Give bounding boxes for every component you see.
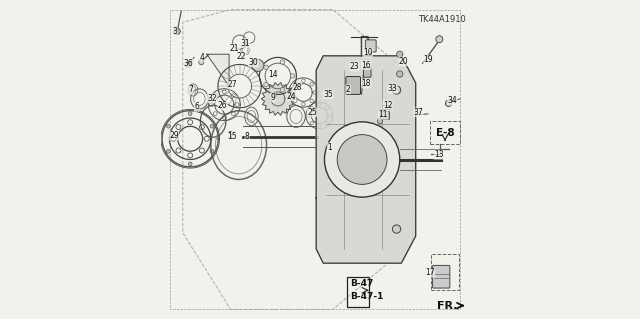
Circle shape [264, 82, 268, 87]
Circle shape [291, 74, 295, 78]
Circle shape [186, 62, 191, 68]
Circle shape [210, 124, 214, 128]
Text: TK44A1910: TK44A1910 [419, 15, 466, 24]
FancyBboxPatch shape [433, 265, 450, 288]
Text: 16: 16 [362, 61, 371, 70]
Text: 3: 3 [173, 27, 178, 36]
Text: 29: 29 [169, 131, 179, 140]
Polygon shape [261, 83, 294, 115]
FancyBboxPatch shape [364, 68, 371, 77]
Text: 30: 30 [249, 58, 259, 67]
Text: 15: 15 [227, 132, 237, 141]
Text: 13: 13 [434, 150, 444, 159]
Text: 37: 37 [413, 108, 423, 117]
Text: 10: 10 [363, 48, 372, 57]
Circle shape [337, 135, 387, 184]
Text: 21: 21 [230, 44, 239, 53]
Circle shape [392, 86, 401, 94]
Circle shape [324, 122, 400, 197]
Text: 14: 14 [268, 70, 278, 79]
Circle shape [392, 225, 401, 233]
Text: 7: 7 [188, 85, 193, 94]
Text: 20: 20 [399, 57, 408, 66]
Text: 36: 36 [184, 59, 193, 68]
FancyBboxPatch shape [346, 77, 360, 94]
Circle shape [264, 65, 268, 70]
FancyBboxPatch shape [365, 40, 376, 52]
Circle shape [378, 119, 383, 124]
Text: 33: 33 [388, 84, 397, 93]
Circle shape [199, 60, 204, 65]
Circle shape [280, 60, 285, 64]
Circle shape [174, 28, 180, 34]
Text: 25: 25 [307, 108, 317, 117]
Text: 26: 26 [218, 101, 227, 110]
Text: 8: 8 [245, 132, 250, 141]
Text: 4: 4 [200, 53, 204, 62]
Text: 9: 9 [270, 93, 275, 102]
Text: 12: 12 [383, 101, 392, 110]
Circle shape [397, 51, 403, 57]
Text: 31: 31 [240, 39, 250, 48]
Text: 5: 5 [228, 131, 232, 140]
Circle shape [397, 71, 403, 77]
Circle shape [166, 124, 170, 128]
FancyBboxPatch shape [381, 112, 390, 119]
Circle shape [166, 149, 170, 153]
Text: 17: 17 [425, 268, 435, 277]
Text: B-47-1: B-47-1 [350, 292, 383, 300]
Text: 6: 6 [195, 102, 199, 111]
Circle shape [188, 112, 192, 115]
Text: FR.: FR. [436, 301, 457, 311]
Polygon shape [207, 54, 229, 86]
Text: 18: 18 [362, 79, 371, 88]
Text: 22: 22 [237, 52, 246, 61]
Polygon shape [316, 56, 416, 263]
Circle shape [280, 88, 285, 92]
Text: 28: 28 [292, 83, 302, 92]
Text: 35: 35 [323, 90, 333, 99]
Circle shape [252, 59, 264, 71]
Text: E-8: E-8 [436, 128, 454, 138]
Circle shape [210, 150, 214, 153]
Text: 11: 11 [378, 110, 388, 119]
Text: 24: 24 [287, 92, 296, 101]
Text: 27: 27 [227, 80, 237, 89]
Text: 2: 2 [346, 85, 351, 94]
Text: 1: 1 [327, 143, 332, 152]
Circle shape [188, 162, 192, 166]
Text: 19: 19 [424, 56, 433, 64]
Text: 23: 23 [349, 62, 359, 71]
Text: 32: 32 [207, 94, 217, 103]
Circle shape [445, 100, 452, 107]
Text: 34: 34 [447, 96, 457, 105]
Circle shape [436, 36, 443, 43]
Text: B-47: B-47 [350, 279, 374, 288]
